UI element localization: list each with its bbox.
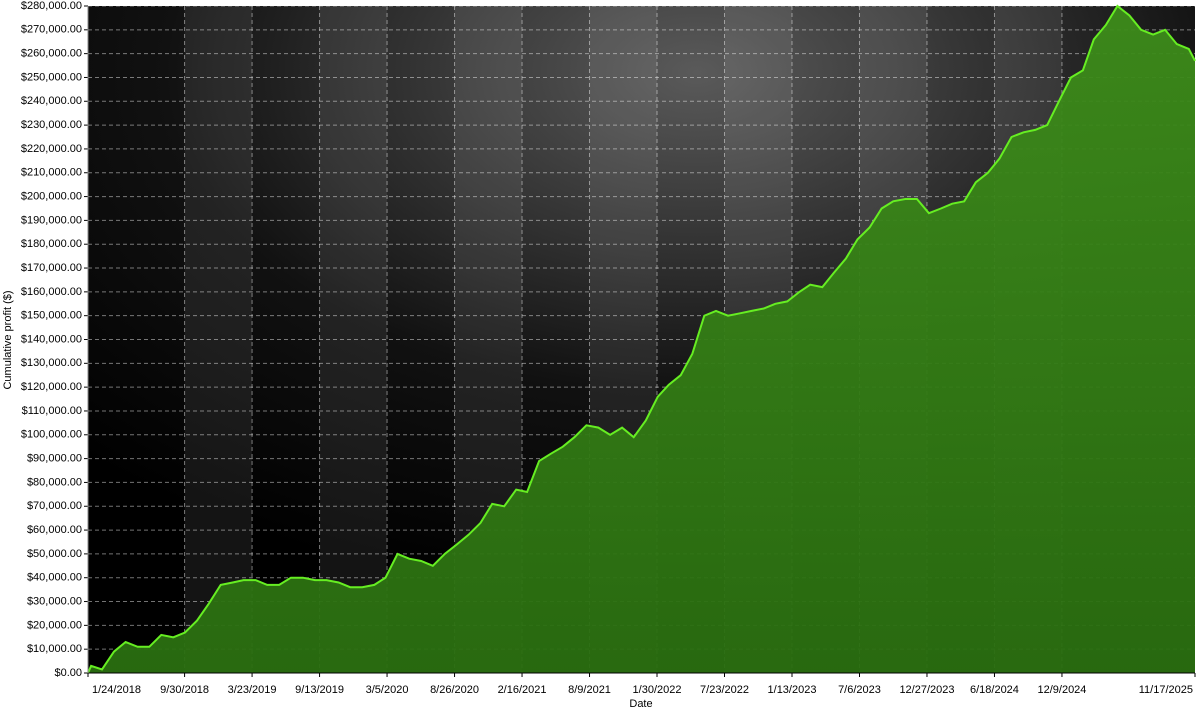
y-tick-label: $230,000.00	[21, 119, 82, 131]
y-tick-label: $60,000.00	[27, 524, 82, 536]
band	[319, 6, 388, 673]
y-tick-label: $170,000.00	[21, 262, 82, 274]
x-tick-label: 8/9/2021	[568, 684, 611, 696]
y-tick-label: $90,000.00	[27, 453, 82, 465]
y-tick-label: $110,000.00	[22, 405, 82, 417]
y-tick-label: $100,000.00	[21, 429, 82, 441]
y-tick-label: $260,000.00	[21, 48, 82, 60]
x-tick-label: 1/24/2018	[92, 684, 141, 696]
y-tick-label: $10,000.00	[27, 643, 82, 655]
y-tick-label: $180,000.00	[21, 238, 82, 250]
x-tick-label: 3/23/2019	[228, 684, 277, 696]
y-tick-label: $200,000.00	[21, 190, 82, 202]
x-tick-label: 11/17/2025	[1139, 684, 1193, 696]
y-axis-title: Cumulative profit ($)	[2, 290, 14, 389]
y-tick-label: $150,000.00	[21, 310, 82, 322]
band	[184, 6, 253, 673]
x-tick-label: 12/27/2023	[899, 684, 954, 696]
x-tick-label: 12/9/2024	[1037, 684, 1086, 696]
x-tick-label: 3/5/2020	[366, 684, 409, 696]
y-tick-label: $240,000.00	[21, 95, 82, 107]
y-tick-label: $80,000.00	[27, 476, 82, 488]
x-tick-label: 1/13/2023	[768, 684, 817, 696]
x-tick-label: 9/13/2019	[295, 684, 344, 696]
x-tick-label: 8/26/2020	[430, 684, 479, 696]
y-tick-label: $40,000.00	[27, 572, 82, 584]
x-tick-label: 9/30/2018	[160, 684, 209, 696]
y-tick-label: $30,000.00	[27, 595, 82, 607]
x-tick-label: 6/18/2024	[970, 684, 1019, 696]
y-tick-label: $120,000.00	[21, 381, 82, 393]
y-tick-label: $160,000.00	[21, 286, 82, 298]
y-tick-label: $20,000.00	[27, 619, 82, 631]
y-tick-label: $220,000.00	[21, 143, 82, 155]
line	[87, 4, 1196, 674]
y-tick-label: $70,000.00	[27, 500, 82, 512]
y-tick-label: $210,000.00	[21, 167, 82, 179]
x-tick-label: 2/16/2021	[498, 684, 547, 696]
y-tick-label: $130,000.00	[21, 357, 82, 369]
y-tick-label: $270,000.00	[21, 24, 82, 36]
y-tick-label: $0.00	[54, 667, 82, 679]
area	[88, 6, 1195, 673]
y-tick-label: $250,000.00	[21, 71, 82, 83]
x-tick-label: 7/23/2022	[700, 684, 749, 696]
y-tick-label: $190,000.00	[21, 214, 82, 226]
x-tick-label: 7/6/2023	[838, 684, 881, 696]
x-tick-label: 1/30/2022	[633, 684, 682, 696]
y-tick-label: $140,000.00	[21, 333, 82, 345]
y-tick-label: $280,000.00	[21, 0, 82, 12]
y-tick-label: $50,000.00	[27, 548, 82, 560]
x-axis-title: Date	[629, 698, 652, 710]
